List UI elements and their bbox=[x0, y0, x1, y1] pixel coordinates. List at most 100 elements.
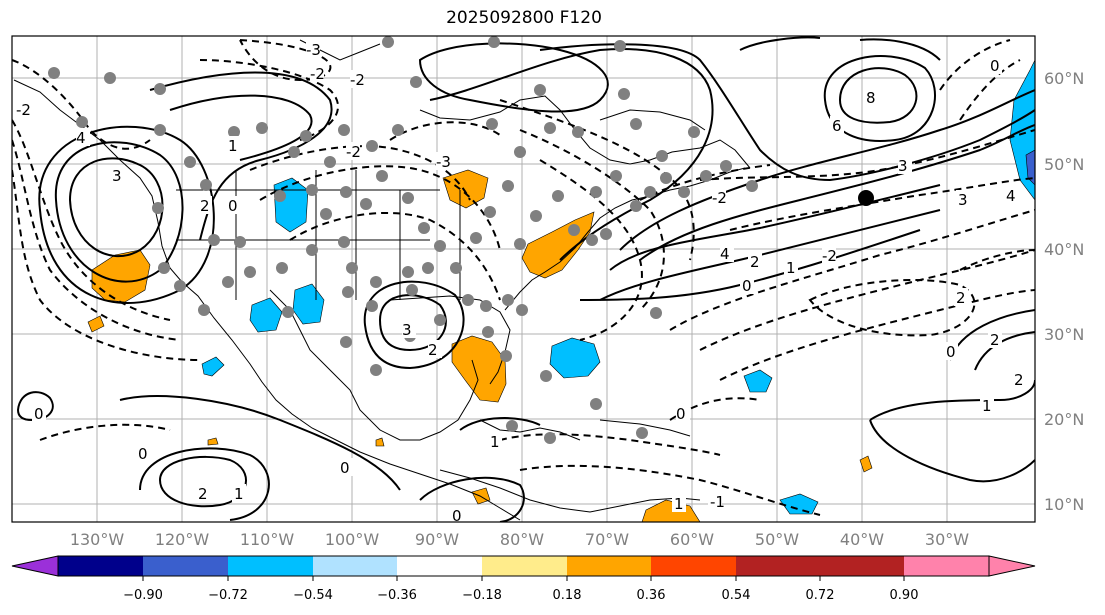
contour-line bbox=[539, 159, 643, 341]
contour-label: 3 bbox=[402, 321, 412, 339]
contour-line bbox=[119, 395, 401, 491]
lon-label: 110°W bbox=[240, 530, 295, 549]
fill-positive bbox=[375, 437, 385, 447]
fill-negative bbox=[779, 493, 819, 515]
contour-label: 3 bbox=[112, 167, 122, 185]
colorbar-segment bbox=[228, 556, 313, 576]
lon-label: 70°W bbox=[585, 530, 629, 549]
contour-label: 1 bbox=[982, 397, 992, 415]
contour-line bbox=[669, 209, 1035, 331]
contour-label: 3 bbox=[958, 191, 968, 209]
contour-line bbox=[12, 139, 181, 341]
colorbar-tick-label: 0.72 bbox=[806, 588, 835, 603]
contour-label: 2 bbox=[200, 197, 210, 215]
fill-negative bbox=[273, 177, 309, 233]
map-title: 2025092800 F120 bbox=[446, 8, 602, 28]
colorbar-segment bbox=[143, 556, 228, 576]
colorbar-segment bbox=[736, 556, 820, 576]
contour-line bbox=[739, 36, 941, 61]
contour-line bbox=[959, 249, 1035, 271]
station-markers bbox=[48, 36, 758, 444]
lon-label: 90°W bbox=[415, 530, 459, 549]
contour-label: 0 bbox=[452, 507, 462, 525]
lon-label: 50°W bbox=[755, 530, 799, 549]
negative-contours bbox=[12, 39, 1035, 516]
colorbar-segment bbox=[482, 556, 567, 576]
lat-label: 60°N bbox=[1044, 69, 1084, 88]
fill-positive bbox=[207, 437, 219, 446]
lon-label: 100°W bbox=[325, 530, 380, 549]
contour-labels: 3 2 1 -3 -2 -2 -2 -3 2 3 1 0 0 bbox=[14, 40, 1028, 525]
contour-label: -1 bbox=[710, 493, 725, 511]
contour-label: -2 bbox=[16, 101, 31, 119]
contour-line bbox=[12, 119, 171, 321]
lat-label: 10°N bbox=[1044, 495, 1084, 514]
contour-label: -3 bbox=[306, 41, 321, 59]
lon-label: 130°W bbox=[70, 530, 125, 549]
contour-line bbox=[729, 177, 1035, 231]
contour-line bbox=[39, 423, 171, 441]
contour-line bbox=[54, 141, 184, 283]
contour-line bbox=[429, 48, 714, 261]
contour-line bbox=[149, 71, 333, 241]
fill-positive bbox=[859, 455, 873, 473]
contour-label: 6 bbox=[832, 117, 842, 135]
contour-label: 0 bbox=[946, 343, 956, 361]
contour-label: 2 bbox=[956, 289, 966, 307]
contour-line bbox=[719, 289, 1035, 381]
contour-line bbox=[838, 67, 918, 124]
contour-line bbox=[519, 464, 821, 516]
contour-line bbox=[619, 89, 1035, 251]
contour-line bbox=[199, 59, 340, 141]
colorbar-tick-label: 0.36 bbox=[637, 588, 666, 603]
contour-line bbox=[609, 184, 941, 271]
colorbar-segment bbox=[313, 556, 397, 576]
contour-line bbox=[249, 145, 471, 201]
colorbar-segment bbox=[651, 556, 736, 576]
fill-positive bbox=[471, 487, 491, 505]
fill-positive bbox=[451, 335, 507, 403]
longitude-labels: 130°W 120°W 110°W 100°W 90°W 80°W 70°W 6… bbox=[70, 530, 969, 549]
contour-label: -3 bbox=[436, 153, 451, 171]
colorbar-tick-label: 0.54 bbox=[722, 588, 751, 603]
contour-label: 4 bbox=[76, 129, 86, 147]
colorbar-segment bbox=[397, 556, 482, 576]
colorbar-tick-label: −0.72 bbox=[208, 588, 248, 603]
contour-line bbox=[419, 476, 525, 522]
colorbar-segment bbox=[58, 556, 143, 576]
fill-negative bbox=[549, 337, 601, 379]
contour-line bbox=[418, 42, 609, 113]
contour-line bbox=[669, 397, 761, 421]
lon-label: 40°W bbox=[840, 530, 884, 549]
contour-line bbox=[939, 39, 1011, 91]
contour-line bbox=[808, 279, 976, 337]
contour-line bbox=[459, 417, 541, 431]
contour-label: 0 bbox=[34, 405, 44, 423]
contour-label: 0 bbox=[228, 197, 238, 215]
colorbar-tick-label: −0.18 bbox=[462, 588, 502, 603]
contour-line bbox=[12, 169, 201, 361]
fill-positive bbox=[87, 315, 105, 333]
center-marker bbox=[858, 190, 874, 206]
contour-label: 3 bbox=[898, 157, 908, 175]
contour-line bbox=[239, 39, 332, 82]
colorbar: −0.90 −0.72 −0.54 −0.36 −0.18 0.18 0.36 … bbox=[11, 555, 1036, 603]
fill-negative bbox=[249, 297, 283, 333]
contour-line bbox=[169, 94, 313, 161]
contour-label: 0 bbox=[340, 459, 350, 477]
coastlines bbox=[13, 39, 751, 521]
contour-label: 4 bbox=[720, 245, 730, 263]
contour-label: 2 bbox=[198, 485, 208, 503]
lat-label: 40°N bbox=[1044, 240, 1084, 259]
colorbar-tick-label: −0.90 bbox=[123, 588, 163, 603]
contour-label: 2 bbox=[750, 253, 760, 271]
fill-negative-dark bbox=[1025, 149, 1035, 186]
map-frame bbox=[11, 35, 1036, 523]
contour-label: 1 bbox=[786, 259, 796, 277]
contour-label: 1 bbox=[228, 137, 238, 155]
contour-label: 0 bbox=[676, 405, 686, 423]
lon-label: 60°W bbox=[670, 530, 714, 549]
colorbar-tick-label: 0.18 bbox=[553, 588, 582, 603]
contour-label: 4 bbox=[1006, 187, 1016, 205]
